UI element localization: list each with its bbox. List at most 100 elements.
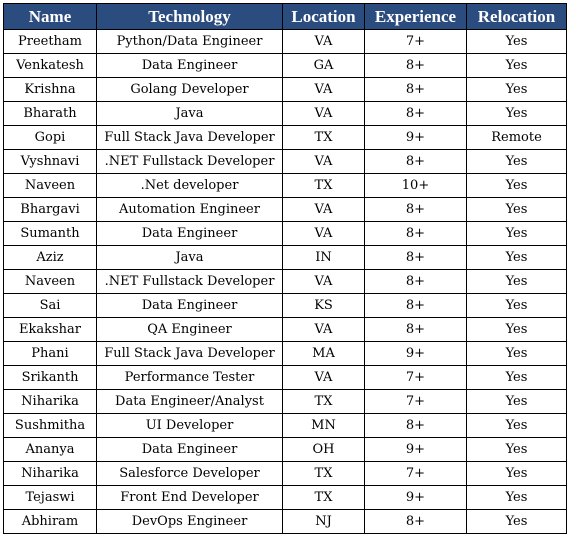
cell-technology: Automation Engineer: [96, 197, 283, 222]
header-technology: Technology: [96, 3, 283, 30]
table-header: Name Technology Location Experience Relo…: [3, 3, 567, 30]
cell-technology: Data Engineer: [96, 437, 283, 462]
cell-technology: .NET Fullstack Developer: [96, 269, 283, 294]
cell-technology: Data Engineer: [96, 221, 283, 246]
cell-location: MA: [282, 341, 365, 366]
cell-location: TX: [282, 461, 365, 486]
cell-technology: .NET Fullstack Developer: [96, 149, 283, 174]
cell-location: TX: [282, 485, 365, 510]
cell-experience: 8+: [364, 269, 467, 294]
cell-name: Tejaswi: [3, 485, 97, 510]
cell-name: Krishna: [3, 77, 97, 102]
cell-location: VA: [282, 365, 365, 390]
cell-experience: 8+: [364, 509, 467, 534]
cell-technology: Full Stack Java Developer: [96, 341, 283, 366]
cell-location: GA: [282, 53, 365, 78]
cell-relocation: Yes: [466, 29, 567, 54]
table-row: Abhiram DevOps Engineer NJ 8+ Yes: [3, 509, 567, 534]
cell-experience: 8+: [364, 413, 467, 438]
cell-relocation: Yes: [466, 341, 567, 366]
cell-relocation: Yes: [466, 245, 567, 270]
cell-experience: 9+: [364, 437, 467, 462]
cell-technology: Java: [96, 101, 283, 126]
cell-name: Gopi: [3, 125, 97, 150]
cell-technology: Data Engineer: [96, 293, 283, 318]
cell-name: Naveen: [3, 173, 97, 198]
cell-location: KS: [282, 293, 365, 318]
cell-name: Ananya: [3, 437, 97, 462]
table-row: Ananya Data Engineer OH 9+ Yes: [3, 437, 567, 462]
cell-relocation: Yes: [466, 221, 567, 246]
table-row: Tejaswi Front End Developer TX 9+ Yes: [3, 485, 567, 510]
cell-relocation: Yes: [466, 485, 567, 510]
table-row: Sumanth Data Engineer VA 8+ Yes: [3, 221, 567, 246]
cell-location: IN: [282, 245, 365, 270]
cell-relocation: Yes: [466, 53, 567, 78]
cell-location: VA: [282, 269, 365, 294]
cell-location: VA: [282, 197, 365, 222]
table-row: Gopi Full Stack Java Developer TX 9+ Remote: [3, 125, 567, 150]
cell-name: Niharika: [3, 389, 97, 414]
table-row: Preetham Python/Data Engineer VA 7+ Yes: [3, 29, 567, 54]
cell-experience: 9+: [364, 341, 467, 366]
cell-location: OH: [282, 437, 365, 462]
table-row: Sai Data Engineer KS 8+ Yes: [3, 293, 567, 318]
table-row: Sushmitha UI Developer MN 8+ Yes: [3, 413, 567, 438]
table-row: Venkatesh Data Engineer GA 8+ Yes: [3, 53, 567, 78]
table-row: Bharath Java VA 8+ Yes: [3, 101, 567, 126]
cell-location: VA: [282, 29, 365, 54]
cell-relocation: Yes: [466, 173, 567, 198]
cell-name: Phani: [3, 341, 97, 366]
cell-name: Venkatesh: [3, 53, 97, 78]
cell-location: NJ: [282, 509, 365, 534]
table-row: Phani Full Stack Java Developer MA 9+ Yes: [3, 341, 567, 366]
cell-location: TX: [282, 389, 365, 414]
table-row: Aziz Java IN 8+ Yes: [3, 245, 567, 270]
cell-relocation: Yes: [466, 413, 567, 438]
cell-relocation: Remote: [466, 125, 567, 150]
cell-name: Abhiram: [3, 509, 97, 534]
cell-experience: 8+: [364, 53, 467, 78]
cell-relocation: Yes: [466, 365, 567, 390]
cell-technology: Full Stack Java Developer: [96, 125, 283, 150]
cell-relocation: Yes: [466, 389, 567, 414]
table-row: Krishna Golang Developer VA 8+ Yes: [3, 77, 567, 102]
cell-name: Bhargavi: [3, 197, 97, 222]
cell-name: Sushmitha: [3, 413, 97, 438]
cell-relocation: Yes: [466, 149, 567, 174]
cell-location: TX: [282, 173, 365, 198]
cell-relocation: Yes: [466, 509, 567, 534]
cell-name: Sumanth: [3, 221, 97, 246]
cell-relocation: Yes: [466, 77, 567, 102]
cell-experience: 9+: [364, 125, 467, 150]
cell-experience: 7+: [364, 365, 467, 390]
table-row: Vyshnavi .NET Fullstack Developer VA 8+ Yes: [3, 149, 567, 174]
table-row: Niharika Data Engineer/Analyst TX 7+ Yes: [3, 389, 567, 414]
cell-experience: 7+: [364, 29, 467, 54]
cell-location: MN: [282, 413, 365, 438]
cell-location: TX: [282, 125, 365, 150]
cell-technology: Golang Developer: [96, 77, 283, 102]
table-row: Bhargavi Automation Engineer VA 8+ Yes: [3, 197, 567, 222]
cell-experience: 7+: [364, 389, 467, 414]
cell-technology: Java: [96, 245, 283, 270]
candidate-table: Name Technology Location Experience Relo…: [3, 3, 567, 534]
cell-name: Ekakshar: [3, 317, 97, 342]
cell-name: Aziz: [3, 245, 97, 270]
header-row: Name Technology Location Experience Relo…: [3, 3, 567, 30]
cell-experience: 8+: [364, 245, 467, 270]
cell-name: Bharath: [3, 101, 97, 126]
table-row: Ekakshar QA Engineer VA 8+ Yes: [3, 317, 567, 342]
cell-experience: 9+: [364, 485, 467, 510]
cell-experience: 8+: [364, 293, 467, 318]
cell-location: VA: [282, 101, 365, 126]
cell-location: VA: [282, 221, 365, 246]
header-experience: Experience: [364, 3, 467, 30]
cell-location: VA: [282, 77, 365, 102]
table-row: Naveen .Net developer TX 10+ Yes: [3, 173, 567, 198]
cell-technology: Python/Data Engineer: [96, 29, 283, 54]
cell-technology: .Net developer: [96, 173, 283, 198]
header-name: Name: [3, 3, 97, 30]
cell-relocation: Yes: [466, 293, 567, 318]
cell-relocation: Yes: [466, 317, 567, 342]
